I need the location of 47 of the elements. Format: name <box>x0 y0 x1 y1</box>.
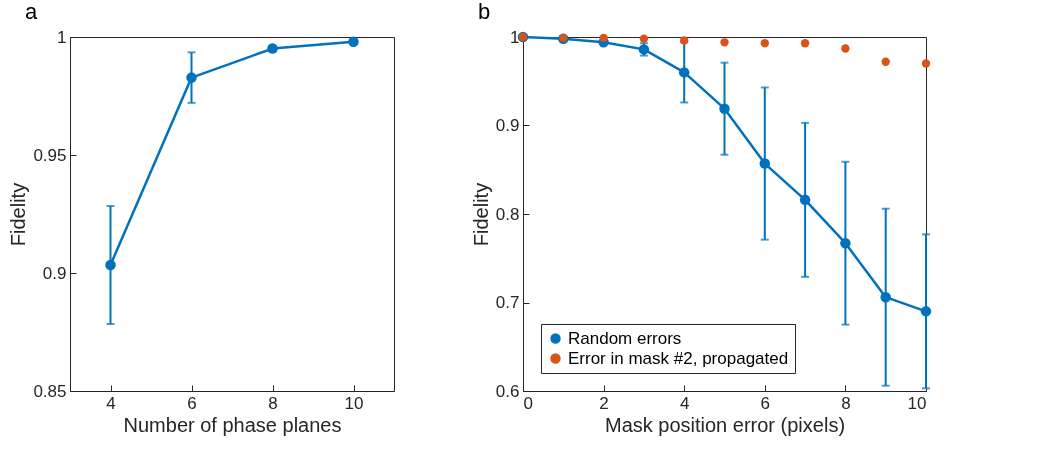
y-axis-title: Fidelity <box>469 182 492 247</box>
x-tick-label: 6 <box>187 393 197 413</box>
y-tick-label: 1 <box>510 27 520 47</box>
point <box>105 259 116 271</box>
y-tick-label: 0.85 <box>33 381 67 401</box>
x-tick-label: 10 <box>907 393 927 413</box>
x-tick-label: 8 <box>268 393 278 413</box>
y-tick-label: 0.9 <box>42 263 67 283</box>
chart-title: b <box>478 0 491 24</box>
point <box>720 38 729 47</box>
x-tick-label: 4 <box>106 393 116 413</box>
point <box>639 34 649 43</box>
point <box>760 39 769 48</box>
point <box>840 237 851 249</box>
x-tick-label: 4 <box>679 393 690 413</box>
legend-label: Random errors <box>568 328 682 348</box>
chart-title: a <box>25 0 38 24</box>
x-axis-title: Mask position error (pixels) <box>604 413 846 436</box>
x-tick-label: 8 <box>841 393 851 413</box>
point <box>680 36 689 45</box>
y-axis-title: Fidelity <box>7 182 30 247</box>
point <box>881 57 890 66</box>
point <box>800 39 810 48</box>
y-tick-label: 1 <box>57 27 67 47</box>
point <box>759 158 771 169</box>
point <box>841 44 850 53</box>
y-tick-label: 0.6 <box>495 381 520 401</box>
y-tick-label: 0.8 <box>495 204 520 224</box>
point <box>599 33 608 43</box>
x-tick-label: 2 <box>599 393 609 413</box>
point <box>799 194 811 206</box>
point <box>719 103 730 114</box>
x-axis-title: Number of phase planes <box>123 413 342 436</box>
point <box>920 306 932 317</box>
point <box>880 291 891 303</box>
x-tick-label: 0 <box>523 393 533 413</box>
y-tick-label: 0.9 <box>495 116 520 135</box>
point <box>348 36 359 47</box>
y-tick-label: 0.95 <box>33 145 67 165</box>
y-tick-label: 0.7 <box>495 293 520 312</box>
point <box>267 43 278 54</box>
x-tick-label: 6 <box>760 393 771 413</box>
point <box>678 67 690 78</box>
x-tick-label: 10 <box>344 393 364 413</box>
point <box>186 72 197 83</box>
legend-label: Error in mask #2, propagated <box>568 348 789 368</box>
point <box>921 59 931 68</box>
